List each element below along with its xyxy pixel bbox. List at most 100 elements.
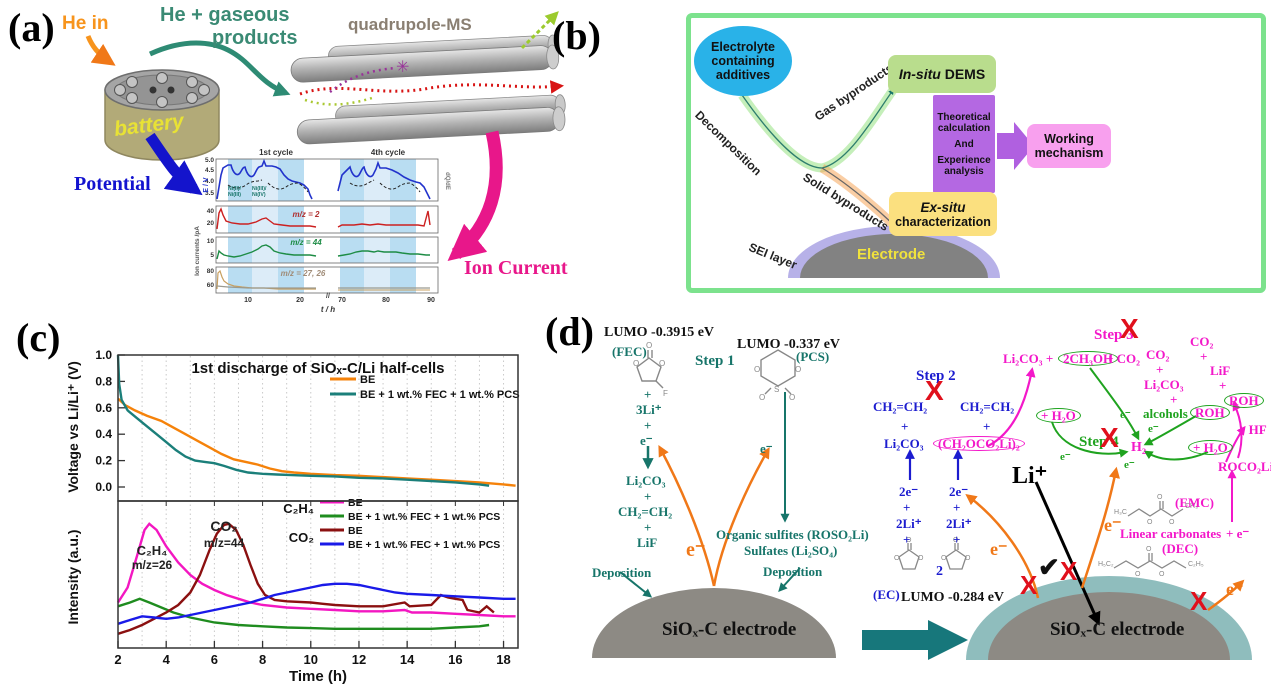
sulfates: Sulfates (Li₂SO₄)	[744, 543, 838, 558]
potential-arrow	[145, 132, 203, 196]
legend-label: BE	[348, 497, 363, 509]
step-1: Step 1	[695, 353, 735, 369]
svg-text:O: O	[795, 365, 801, 374]
chart-annotations: C₂H₄ m/z=26 CO₂ m/z=44	[132, 518, 245, 572]
li-check-mark: ✔	[1038, 552, 1060, 582]
svg-text:Ion currents /pA: Ion currents /pA	[194, 226, 201, 276]
x-mark-sei: X	[1060, 556, 1078, 586]
deposition-right: Deposition	[763, 564, 823, 579]
he-in-arrow	[85, 35, 116, 66]
ion-current-label: Ion Current	[464, 257, 568, 279]
methanol: 2CH₃OH	[1058, 351, 1119, 366]
dec-label: (DEC)	[1162, 541, 1199, 556]
svg-text:4.5: 4.5	[205, 167, 214, 174]
x-tick-label: 6	[211, 652, 218, 667]
svg-text:O: O	[906, 537, 912, 544]
working-line1: Working	[1044, 132, 1094, 146]
electron-green: e⁻	[1148, 423, 1159, 435]
he-gas-line2: products	[212, 27, 298, 49]
electrode-1	[592, 588, 836, 658]
x-mark-step4: X	[1100, 422, 1119, 453]
svg-text:m/z = 27, 26: m/z = 27, 26	[281, 269, 326, 278]
lumo-fec: LUMO -0.3915 eV	[604, 325, 715, 340]
x-mark-step2: X	[925, 375, 944, 406]
2li: 2Li⁺	[896, 516, 922, 531]
potential-label: Potential	[74, 173, 151, 195]
ion-current-arrow	[447, 130, 503, 261]
co2: CO₂	[1146, 347, 1170, 362]
li2co3: Li₂CO₃	[1144, 377, 1184, 392]
ellipse-line2: containing	[711, 54, 775, 68]
linear-carbonates: Linear carbonates	[1120, 526, 1222, 541]
working-line2: mechanism	[1034, 146, 1104, 160]
emc-molecule: O O O H₃C CH₃	[1114, 494, 1198, 526]
svg-text:m/z=44: m/z=44	[204, 536, 245, 550]
ellipse-line3: additives	[715, 68, 771, 82]
lif: LiF	[1210, 363, 1231, 378]
ion-trajectories: ✳	[299, 11, 565, 106]
svg-text:O: O	[759, 393, 765, 402]
svg-text:10: 10	[244, 297, 252, 304]
svg-text:80: 80	[382, 297, 390, 304]
plus: +	[983, 419, 991, 434]
panel-a-letter: (a)	[8, 5, 55, 50]
x-tick-label: 2	[114, 652, 121, 667]
step-3: Step 3	[1094, 327, 1134, 343]
ledc: (CH₂OCO₂Li)₂	[933, 436, 1025, 451]
y-tick-label: 0.6	[95, 401, 112, 415]
plus: +	[1219, 378, 1227, 393]
exsitu-rest: characterization	[895, 214, 991, 229]
step3-products-2: + CO₂	[1106, 351, 1141, 366]
voltage-series-0	[117, 397, 516, 487]
x-mark-sei: X	[1190, 586, 1208, 616]
svg-text:O: O	[1147, 519, 1153, 526]
x-tick-label: 10	[304, 652, 318, 667]
electron-orange: e⁻	[686, 539, 706, 561]
lumo-ec: LUMO -0.284 eV	[901, 590, 1005, 605]
plus-e: + e⁻	[1226, 526, 1250, 541]
svg-text:C₂H₄: C₂H₄	[137, 543, 168, 558]
step-4: Step 4	[1079, 434, 1119, 450]
ec-molecule: O O O	[941, 537, 971, 570]
exsitu-italic: Ex-situ	[920, 199, 966, 215]
pcs-molecule: O OSO O	[754, 349, 801, 402]
legend-label: BE	[348, 525, 363, 537]
gas-series-3	[117, 582, 516, 625]
theoretical-box: Theoretical calculation And Experience a…	[933, 95, 995, 193]
he-in-label: He in	[62, 13, 109, 34]
svg-text:O: O	[953, 537, 959, 544]
theory-line: analysis	[944, 165, 984, 177]
svg-text:C₂H₅: C₂H₅	[1188, 561, 1204, 568]
hf: + HF	[1238, 422, 1267, 437]
li-ion: Li⁺	[1012, 463, 1048, 489]
plus: +	[644, 520, 652, 535]
exsitu-box: Ex-situ characterization	[889, 192, 997, 236]
insitu-dems-label: In-situ DEMS	[898, 66, 986, 82]
electrode-1-label: SiOₓ-C electrode	[662, 619, 797, 640]
svg-text:m/z = 44: m/z = 44	[290, 238, 322, 247]
svg-text:1st cycle: 1st cycle	[259, 148, 293, 157]
svg-text:Ni(IV): Ni(IV)	[252, 192, 266, 198]
svg-text:40: 40	[207, 208, 215, 215]
he-tube-arrow	[148, 40, 291, 97]
svg-text:O: O	[1157, 494, 1163, 501]
dems-discharge-chart: 2 4 6 8 10 12 14 16 18 0.0 0.2 0.4 0.6 0.8 1.0 BE BE + 1…	[65, 348, 520, 685]
svg-text:O: O	[941, 555, 947, 562]
svg-text:t / h: t / h	[321, 305, 335, 313]
plus: +	[1156, 362, 1164, 377]
theory-line: Experience	[937, 154, 991, 166]
electron-orange: e⁻	[1104, 515, 1122, 535]
gas-series-2	[117, 522, 495, 635]
electron-green: e⁻	[1120, 409, 1131, 421]
plus: +	[901, 419, 909, 434]
y-tick-label: 0.2	[95, 454, 112, 468]
plus: +	[903, 500, 911, 515]
panel-b-letter: (b)	[552, 13, 601, 58]
y-tick-label: 1.0	[95, 348, 112, 362]
svg-text:5.0: 5.0	[205, 157, 214, 164]
panel-c-letter: (c)	[16, 315, 61, 360]
svg-text:3.5: 3.5	[205, 190, 214, 197]
svg-text:4th cycle: 4th cycle	[371, 148, 406, 157]
inset-text: 1st cycle 4th cycle 5.0 4.5 4.0 3.5 40 2…	[194, 148, 450, 313]
